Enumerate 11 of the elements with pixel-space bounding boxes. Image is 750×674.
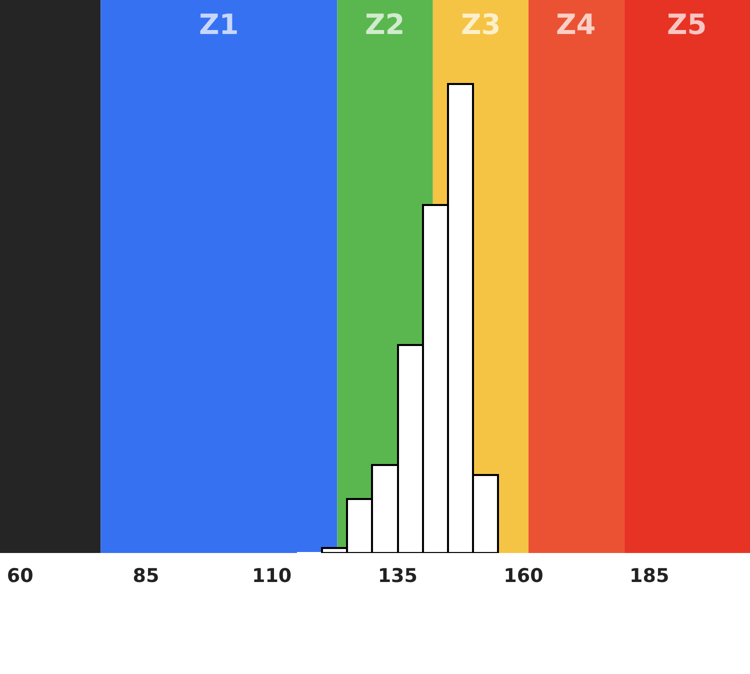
band-label: Z4	[556, 8, 596, 41]
x-tick-label: 110	[252, 565, 292, 587]
x-tick-label: 135	[378, 565, 418, 587]
x-tick-label: 160	[504, 565, 544, 587]
band-label: Z2	[365, 8, 405, 41]
x-tick-label: 60	[6, 565, 34, 587]
x-tick-label: 85	[132, 565, 160, 587]
band-label: Z1	[199, 8, 239, 41]
x-tick-label: 185	[629, 565, 670, 587]
band-label: Z3	[461, 8, 501, 41]
band-label: Z5	[667, 8, 707, 41]
